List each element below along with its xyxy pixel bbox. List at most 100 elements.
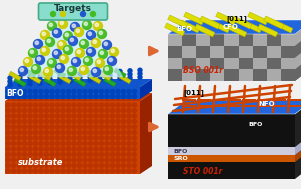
Circle shape [88, 75, 92, 79]
Circle shape [29, 49, 38, 57]
Circle shape [108, 74, 112, 77]
Circle shape [61, 136, 65, 140]
Circle shape [23, 125, 26, 129]
Circle shape [109, 58, 113, 61]
Circle shape [45, 125, 48, 129]
Circle shape [67, 136, 70, 140]
Circle shape [122, 169, 126, 173]
Polygon shape [295, 20, 301, 46]
Circle shape [122, 153, 126, 156]
Circle shape [8, 80, 12, 84]
Circle shape [132, 136, 136, 140]
Circle shape [55, 153, 60, 156]
Circle shape [55, 94, 60, 98]
Circle shape [132, 103, 136, 107]
Polygon shape [295, 55, 301, 81]
Circle shape [20, 68, 23, 71]
Circle shape [67, 142, 70, 146]
Circle shape [68, 72, 72, 76]
Circle shape [39, 153, 43, 156]
Circle shape [81, 41, 85, 45]
Bar [9, 71, 21, 81]
Circle shape [61, 158, 65, 162]
Circle shape [50, 103, 54, 107]
Circle shape [77, 103, 82, 107]
Circle shape [23, 163, 26, 167]
Circle shape [83, 103, 87, 107]
Circle shape [94, 130, 98, 135]
Circle shape [132, 125, 136, 129]
Bar [227, 24, 247, 37]
Circle shape [122, 142, 126, 146]
Circle shape [55, 103, 60, 107]
Circle shape [84, 22, 88, 26]
Circle shape [39, 169, 43, 173]
Circle shape [132, 94, 136, 98]
Circle shape [138, 68, 142, 72]
Circle shape [11, 114, 15, 118]
Circle shape [110, 119, 114, 123]
Polygon shape [295, 100, 301, 179]
Bar [281, 57, 295, 69]
Circle shape [132, 108, 136, 112]
Circle shape [50, 108, 54, 112]
Bar [168, 46, 182, 57]
Circle shape [45, 136, 48, 140]
Circle shape [88, 163, 92, 167]
Circle shape [48, 59, 57, 67]
Circle shape [98, 78, 102, 82]
Circle shape [45, 94, 48, 98]
Circle shape [33, 40, 42, 49]
Circle shape [50, 153, 54, 156]
Circle shape [128, 69, 132, 73]
Circle shape [127, 136, 131, 140]
Circle shape [28, 136, 32, 140]
Circle shape [116, 136, 120, 140]
Circle shape [11, 108, 15, 112]
Bar [248, 12, 268, 25]
Circle shape [79, 66, 88, 74]
Circle shape [39, 94, 43, 98]
Circle shape [45, 142, 48, 146]
Bar [24, 68, 36, 78]
Circle shape [23, 114, 26, 118]
Circle shape [67, 158, 70, 162]
Circle shape [88, 78, 92, 82]
Circle shape [67, 119, 70, 123]
Circle shape [94, 153, 98, 156]
Circle shape [55, 136, 60, 140]
Circle shape [23, 94, 26, 98]
Text: BFO: BFO [248, 122, 262, 127]
Circle shape [39, 130, 43, 135]
Circle shape [23, 57, 33, 67]
Circle shape [77, 108, 82, 112]
Circle shape [76, 49, 85, 57]
Circle shape [100, 169, 104, 173]
Circle shape [80, 12, 85, 16]
Circle shape [6, 169, 10, 173]
Circle shape [122, 119, 126, 123]
Circle shape [11, 103, 15, 107]
Circle shape [95, 59, 104, 67]
Circle shape [64, 32, 73, 40]
Circle shape [91, 12, 95, 16]
Circle shape [6, 163, 10, 167]
Circle shape [100, 158, 104, 162]
Circle shape [76, 29, 79, 33]
Circle shape [23, 90, 26, 94]
Circle shape [88, 94, 92, 98]
Circle shape [116, 90, 120, 94]
Polygon shape [295, 20, 301, 81]
Circle shape [55, 130, 60, 135]
Circle shape [83, 147, 87, 151]
Circle shape [122, 130, 126, 135]
Circle shape [65, 47, 69, 50]
Circle shape [67, 94, 70, 98]
Circle shape [78, 79, 82, 83]
Circle shape [33, 90, 38, 94]
Circle shape [50, 125, 54, 129]
Circle shape [118, 69, 122, 73]
Circle shape [6, 114, 10, 118]
Circle shape [18, 75, 22, 79]
Circle shape [110, 94, 114, 98]
